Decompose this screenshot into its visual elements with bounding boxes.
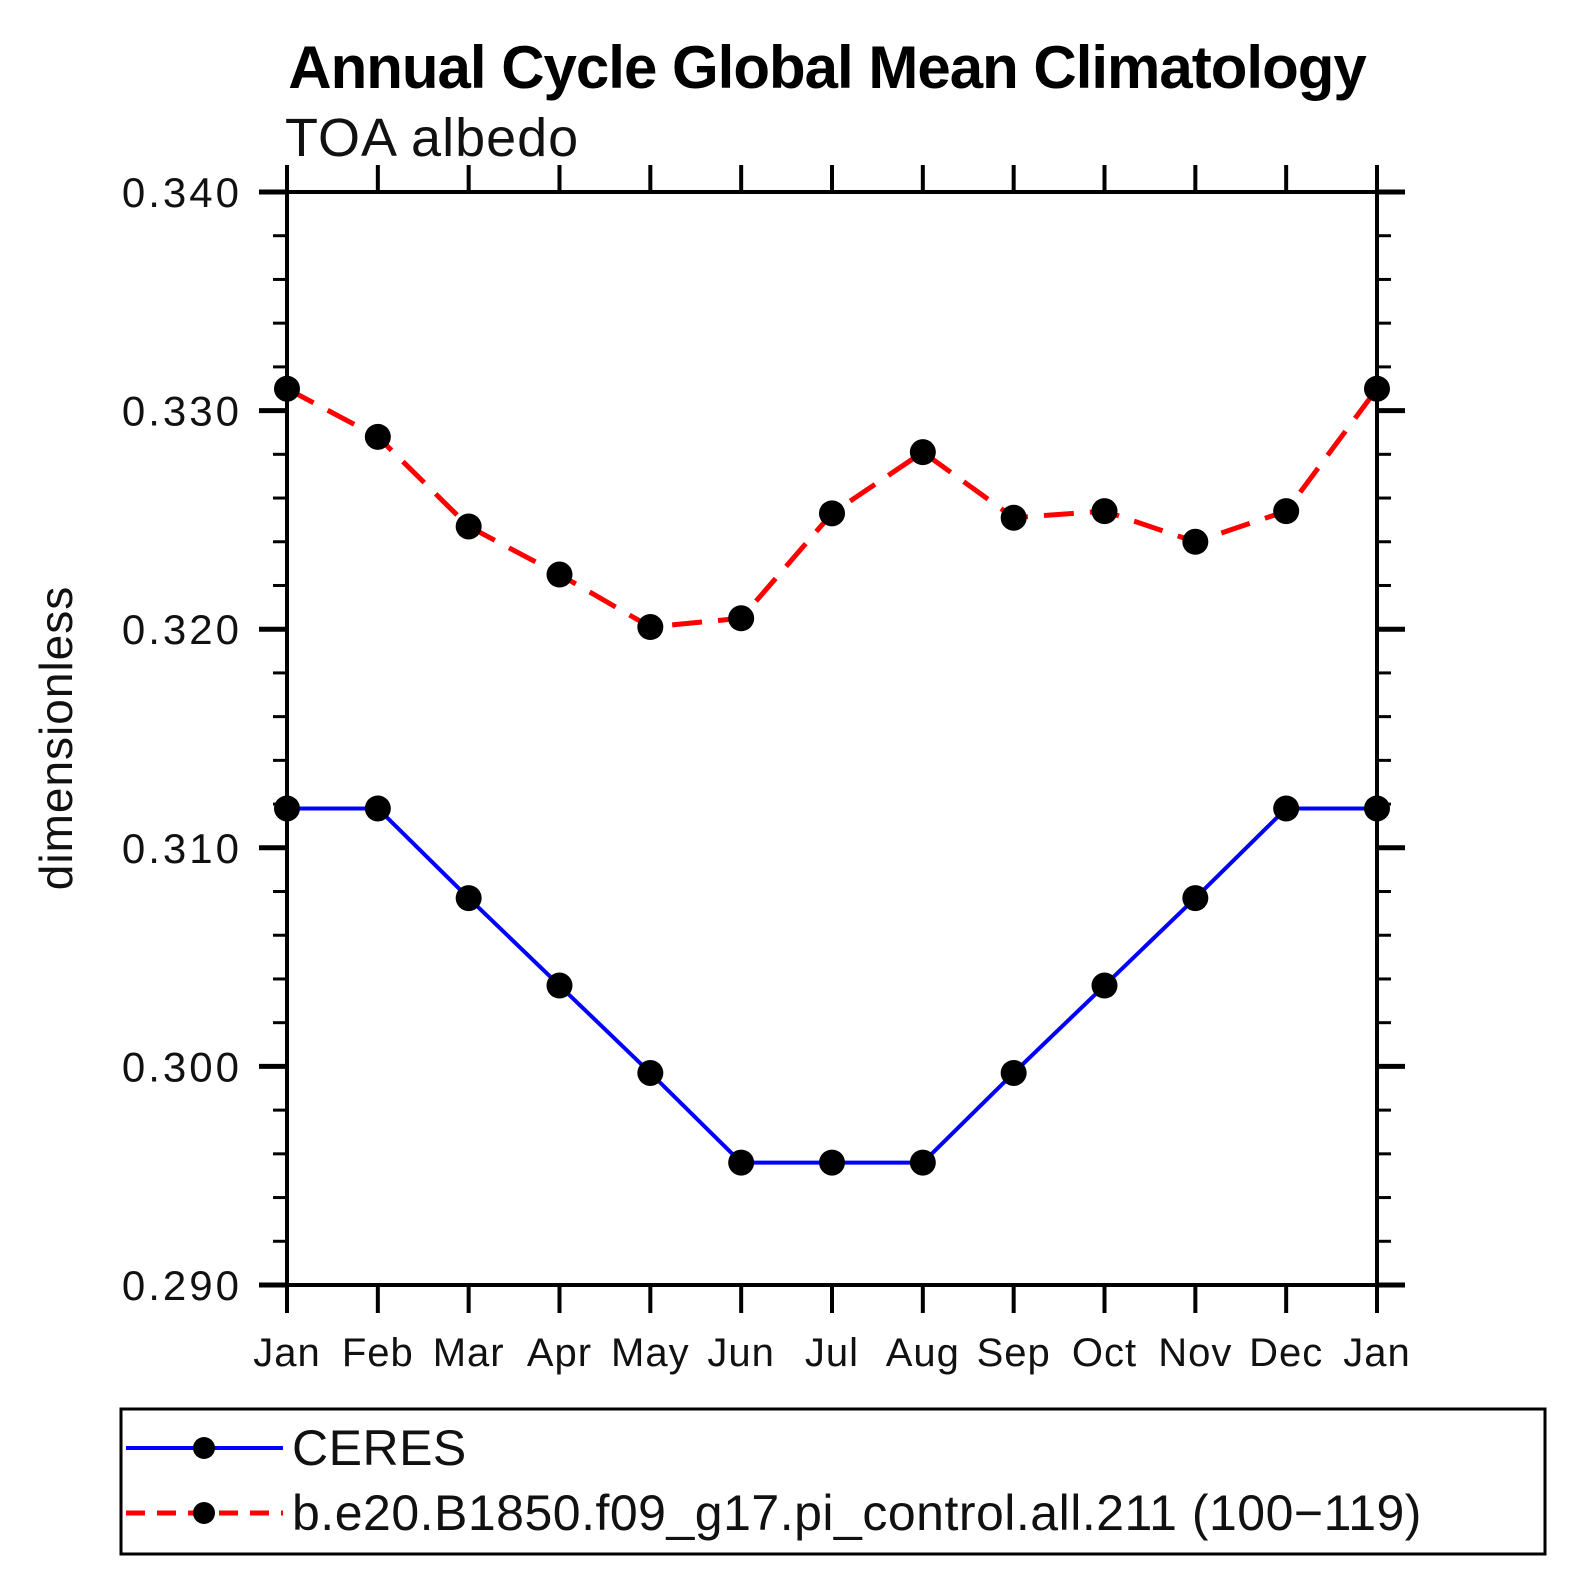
data-point-marker — [1000, 1059, 1027, 1086]
data-point-marker — [819, 500, 845, 527]
month-label: Jan — [253, 1331, 321, 1375]
data-point-marker — [546, 561, 573, 588]
month-label: May — [611, 1331, 690, 1375]
legend: CERES b.e20.B1850.f09_g17.pi_control.all… — [119, 1407, 1547, 1556]
month-label: Jan — [1343, 1331, 1411, 1375]
y-tick-label: 0.320 — [122, 606, 242, 653]
data-point-marker — [1364, 795, 1390, 822]
data-point-marker — [1273, 795, 1300, 822]
chart-title: Annual Cycle Global Mean Climatology — [288, 34, 1367, 101]
y-tick-label: 0.290 — [122, 1262, 242, 1309]
plot-box — [285, 190, 1379, 1287]
y-tick-label: 0.330 — [122, 388, 242, 435]
month-label: Oct — [1072, 1331, 1137, 1375]
data-point-marker — [455, 513, 482, 540]
data-point-marker — [1182, 885, 1209, 912]
legend-label-model: b.e20.B1850.f09_g17.pi_control.all.211 (… — [292, 1485, 1422, 1541]
data-point-marker — [455, 885, 482, 912]
month-label: Aug — [886, 1331, 960, 1375]
data-point-marker — [1000, 504, 1027, 531]
month-label: Sep — [977, 1331, 1051, 1375]
month-label: Mar — [433, 1331, 505, 1375]
data-point-marker — [274, 375, 300, 402]
data-point-marker — [637, 614, 664, 641]
month-label: Feb — [342, 1331, 414, 1375]
data-point-marker — [1182, 528, 1209, 555]
data-point-marker — [637, 1059, 664, 1086]
legend-label-ceres: CERES — [292, 1420, 467, 1476]
data-point-marker — [1091, 498, 1118, 525]
month-label: Dec — [1249, 1331, 1323, 1375]
month-label: Jun — [707, 1331, 775, 1375]
legend-marker-model-icon — [193, 1502, 215, 1524]
data-point-marker — [364, 795, 391, 822]
data-point-marker — [1091, 972, 1118, 999]
axes: Jan Feb Mar Apr May Jun Jul Aug Sep Oct Nov Dec Jan0… — [122, 165, 1411, 1375]
data-point-marker — [1273, 498, 1300, 525]
y-axis-label: dimensionless — [30, 586, 82, 890]
data-series — [274, 375, 1390, 1176]
y-tick-label: 0.310 — [122, 825, 242, 872]
series-line-0 — [287, 806, 1377, 1165]
month-label: Nov — [1158, 1331, 1232, 1375]
data-point-marker — [274, 795, 300, 822]
y-tick-label: 0.340 — [122, 169, 242, 216]
data-point-marker — [909, 1149, 936, 1176]
data-point-marker — [728, 605, 755, 632]
data-point-marker — [728, 1149, 755, 1176]
data-point-marker — [819, 1149, 845, 1176]
y-tick-label: 0.300 — [122, 1043, 242, 1090]
legend-marker-ceres-icon — [193, 1437, 215, 1459]
chart-subtitle: TOA albedo — [285, 108, 579, 168]
month-label: Apr — [527, 1331, 592, 1375]
data-point-marker — [546, 972, 573, 999]
legend-box — [119, 1407, 1547, 1556]
month-label: Jul — [805, 1331, 859, 1375]
data-point-marker — [364, 423, 391, 450]
data-point-marker — [909, 439, 936, 466]
data-point-marker — [1364, 375, 1390, 402]
